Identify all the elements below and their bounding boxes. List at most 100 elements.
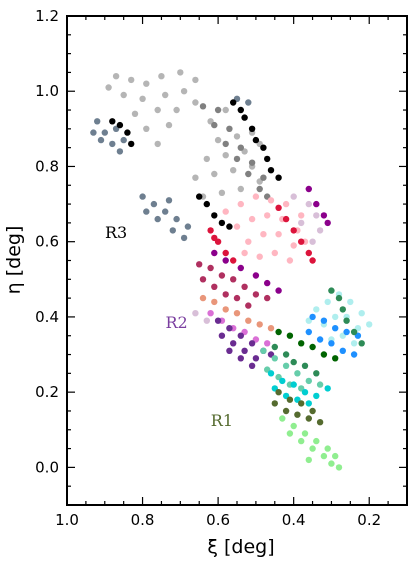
y-tick-label: 0.0	[35, 458, 59, 476]
data-point	[211, 121, 218, 129]
data-point	[298, 340, 305, 347]
data-point	[218, 332, 226, 339]
series-14	[271, 287, 365, 377]
data-point	[298, 238, 305, 245]
data-point	[320, 317, 328, 324]
data-point	[313, 370, 320, 377]
data-point	[245, 238, 252, 245]
x-tick-label: 0.8	[131, 511, 155, 529]
data-point	[211, 298, 218, 306]
data-point	[271, 343, 278, 351]
data-point	[97, 136, 105, 144]
data-point	[343, 328, 350, 336]
data-point	[275, 204, 282, 211]
data-point	[305, 200, 312, 208]
data-point	[347, 298, 354, 306]
data-point	[116, 148, 124, 155]
data-point	[116, 121, 124, 129]
data-point	[275, 174, 282, 181]
data-point	[241, 249, 248, 257]
data-point	[237, 332, 244, 339]
data-point	[199, 294, 207, 302]
data-point	[192, 174, 199, 181]
data-point	[324, 385, 331, 392]
data-point	[226, 223, 233, 230]
series-6	[192, 193, 324, 324]
data-point	[124, 129, 131, 136]
data-point	[233, 155, 241, 163]
data-point	[222, 106, 229, 114]
data-point	[267, 167, 275, 174]
data-point	[320, 452, 328, 460]
data-point	[94, 118, 101, 125]
data-point	[324, 219, 331, 227]
data-point	[199, 276, 207, 283]
data-point	[150, 200, 158, 208]
series-3	[109, 99, 282, 230]
data-point	[305, 415, 312, 422]
data-point	[324, 298, 331, 306]
data-point	[237, 200, 244, 208]
data-point	[309, 257, 316, 264]
data-point	[241, 283, 248, 290]
data-point	[282, 362, 290, 369]
data-point	[324, 445, 331, 452]
y-tick-label: 0.8	[35, 157, 59, 175]
data-point	[218, 272, 226, 279]
data-point	[305, 185, 312, 193]
data-point	[298, 212, 305, 219]
data-point	[290, 193, 297, 200]
data-point	[207, 264, 214, 272]
data-point	[313, 392, 320, 400]
data-point	[109, 140, 116, 148]
data-point	[245, 170, 252, 178]
data-point	[165, 121, 173, 129]
data-point	[180, 234, 188, 242]
data-point	[282, 351, 290, 358]
data-point	[143, 80, 150, 87]
data-point	[328, 287, 335, 294]
data-point	[271, 355, 278, 362]
series-16	[260, 347, 324, 392]
region-label-r1: R1	[211, 411, 233, 430]
data-point	[316, 419, 324, 426]
data-point	[290, 242, 297, 249]
data-point	[252, 291, 260, 298]
data-point	[282, 407, 290, 415]
data-point	[162, 91, 169, 99]
data-point	[256, 321, 263, 328]
data-point	[218, 219, 226, 227]
data-point	[350, 328, 358, 336]
data-point	[279, 415, 286, 422]
data-point	[275, 287, 282, 294]
data-point	[343, 317, 350, 324]
data-point	[305, 400, 312, 407]
data-point	[309, 407, 316, 415]
data-point	[294, 370, 301, 377]
data-point	[298, 219, 305, 227]
data-point	[358, 310, 365, 317]
data-point	[237, 185, 244, 193]
y-tick-label: 1.2	[35, 7, 59, 25]
data-point	[320, 351, 328, 358]
data-point	[203, 317, 210, 324]
data-point	[286, 396, 294, 403]
data-point	[226, 347, 233, 354]
data-point	[233, 294, 241, 302]
data-point	[335, 464, 343, 471]
data-point	[264, 155, 271, 163]
data-point	[207, 227, 214, 234]
data-point	[162, 208, 169, 215]
data-point	[128, 140, 135, 148]
data-point	[264, 279, 271, 287]
series-5	[207, 204, 316, 264]
region-label-r3: R3	[105, 223, 127, 242]
x-tick-label: 0.6	[206, 511, 230, 529]
data-point	[332, 325, 339, 332]
data-point	[248, 159, 256, 166]
data-point	[101, 129, 109, 136]
data-points	[90, 69, 373, 471]
data-point	[192, 99, 199, 106]
data-point	[143, 208, 150, 215]
data-point	[366, 321, 373, 328]
